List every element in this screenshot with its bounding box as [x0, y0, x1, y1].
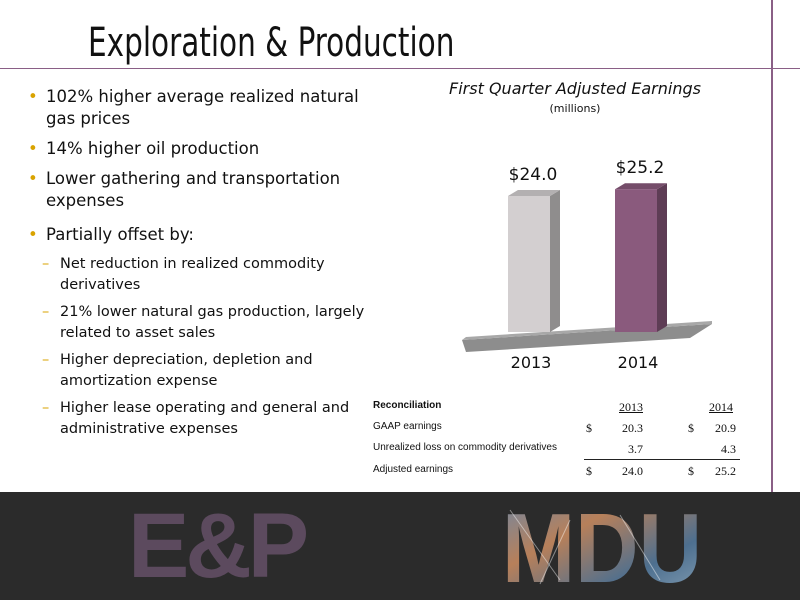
value-2013: 20.3: [622, 421, 643, 435]
bar-value-label: $25.2: [616, 158, 665, 178]
bar-top: [615, 183, 667, 190]
category-tick-label: 2013: [511, 353, 552, 372]
bullet-list: 102% higher average realized natural gas…: [28, 86, 368, 446]
table-row: Adjusted earnings $ 24.0 $ 25.2: [368, 460, 746, 481]
bullet-item: Lower gathering and transportation expen…: [28, 168, 368, 212]
dollar-sign: $: [586, 464, 592, 478]
bar-side: [550, 190, 560, 332]
sub-bullet-item: Net reduction in realized commodity deri…: [28, 254, 368, 296]
sub-bullet-item: Higher depreciation, depletion and amort…: [28, 350, 368, 392]
value-2013: 3.7: [628, 442, 643, 456]
chart-title: First Quarter Adjusted Earnings: [449, 79, 701, 98]
bar-2013: [508, 196, 550, 332]
value-2014: 20.9: [715, 421, 736, 435]
year-header-2013: 2013: [619, 400, 643, 414]
bullet-item: 102% higher average realized natural gas…: [28, 86, 368, 130]
value-2014: 25.2: [715, 464, 736, 478]
reconciliation-heading: Reconciliation: [373, 400, 442, 411]
bar-side: [657, 183, 667, 332]
bar-top: [508, 190, 560, 196]
ep-logo: E&P: [128, 495, 309, 597]
table-row: GAAP earnings $ 20.3 $ 20.9: [368, 417, 746, 438]
dollar-sign: $: [688, 421, 694, 435]
row-label: Unrealized loss on commodity derivatives: [373, 442, 557, 453]
chart-floor: [462, 324, 712, 352]
row-label: Adjusted earnings: [373, 464, 454, 475]
sub-bullet-item: 21% lower natural gas production, largel…: [28, 302, 368, 344]
row-label: GAAP earnings: [373, 421, 442, 432]
chart-subtitle: (millions): [549, 102, 601, 115]
bar-2014: [615, 189, 657, 332]
sub-bullet-item: Higher lease operating and general and a…: [28, 398, 368, 440]
page-title: Exploration & Production: [88, 20, 455, 66]
value-2013: 24.0: [622, 464, 643, 478]
total-divider: [584, 459, 740, 460]
reconciliation-table: Reconciliation 2013 2014 GAAP earnings $…: [368, 396, 746, 481]
reconciliation-header-row: Reconciliation 2013 2014: [368, 396, 746, 417]
mdu-logo-text: MDU: [502, 500, 702, 586]
category-tick-label: 2014: [618, 353, 659, 372]
table-row: Unrealized loss on commodity derivatives…: [368, 438, 746, 459]
footer-band: [0, 492, 800, 600]
value-2014: 4.3: [721, 442, 736, 456]
vertical-rule: [771, 0, 773, 492]
horizontal-rule: [0, 68, 800, 69]
bullet-item: Partially offset by:: [28, 224, 368, 246]
year-header-2014: 2014: [709, 400, 733, 414]
bar-chart: $24.0 2013 $25.2 2014: [462, 158, 712, 372]
bullet-item: 14% higher oil production: [28, 138, 368, 160]
bar-value-label: $24.0: [509, 165, 558, 185]
dollar-sign: $: [688, 464, 694, 478]
dollar-sign: $: [586, 421, 592, 435]
mdu-logo: MDU: [502, 500, 702, 586]
